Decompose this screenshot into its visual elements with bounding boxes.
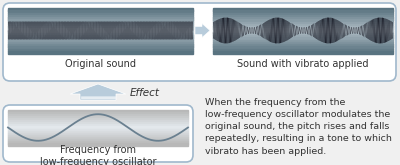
Bar bbox=[8, 26, 193, 29]
Bar bbox=[8, 44, 193, 47]
Bar bbox=[8, 118, 188, 120]
Bar bbox=[213, 24, 393, 27]
Bar bbox=[8, 131, 188, 134]
Bar bbox=[8, 143, 188, 146]
Text: Sound with vibrato applied: Sound with vibrato applied bbox=[237, 59, 369, 69]
Bar bbox=[8, 35, 193, 38]
Bar bbox=[8, 110, 188, 112]
Bar bbox=[213, 31, 393, 33]
Polygon shape bbox=[70, 84, 126, 100]
Polygon shape bbox=[195, 23, 210, 37]
Bar bbox=[8, 46, 193, 49]
Bar bbox=[8, 122, 188, 124]
Bar bbox=[8, 51, 193, 53]
FancyBboxPatch shape bbox=[3, 3, 396, 81]
Bar bbox=[8, 28, 193, 31]
Bar bbox=[8, 31, 193, 33]
Bar bbox=[8, 112, 188, 114]
Bar bbox=[8, 10, 193, 13]
Bar bbox=[213, 33, 393, 35]
Bar bbox=[8, 141, 188, 144]
Text: When the frequency from the
low-frequency oscillator modulates the
original soun: When the frequency from the low-frequenc… bbox=[205, 98, 392, 156]
Bar bbox=[213, 8, 393, 11]
Bar bbox=[8, 139, 188, 142]
Bar bbox=[213, 15, 393, 17]
Bar bbox=[8, 130, 188, 132]
Bar bbox=[213, 49, 393, 51]
Bar bbox=[8, 15, 193, 17]
Bar bbox=[213, 21, 393, 24]
Bar bbox=[8, 37, 193, 40]
Bar bbox=[8, 49, 193, 51]
Text: Original sound: Original sound bbox=[65, 59, 136, 69]
Bar bbox=[213, 13, 393, 15]
Bar bbox=[213, 35, 393, 38]
Bar bbox=[8, 39, 193, 42]
FancyBboxPatch shape bbox=[3, 105, 193, 162]
Bar bbox=[8, 124, 188, 126]
Bar bbox=[213, 51, 393, 53]
Text: Effect: Effect bbox=[130, 88, 160, 98]
Bar bbox=[213, 17, 393, 20]
Bar bbox=[213, 19, 393, 22]
Bar bbox=[8, 17, 193, 20]
Bar bbox=[213, 37, 393, 40]
Bar bbox=[213, 26, 393, 29]
Bar bbox=[8, 21, 193, 24]
Bar bbox=[8, 126, 188, 128]
Bar bbox=[8, 24, 193, 27]
Bar bbox=[8, 120, 188, 122]
Bar bbox=[8, 8, 193, 11]
Bar bbox=[213, 39, 393, 42]
Bar bbox=[8, 42, 193, 45]
Bar bbox=[213, 10, 393, 13]
Bar bbox=[213, 46, 393, 49]
Bar bbox=[213, 44, 393, 47]
Bar bbox=[213, 28, 393, 31]
Bar bbox=[8, 19, 193, 22]
Bar bbox=[8, 133, 188, 136]
Bar bbox=[213, 42, 393, 45]
Bar bbox=[8, 114, 188, 116]
Bar bbox=[8, 33, 193, 35]
Text: Frequency from
low-frequency oscillator: Frequency from low-frequency oscillator bbox=[40, 145, 156, 165]
Bar bbox=[8, 135, 188, 138]
Bar bbox=[8, 13, 193, 15]
Bar bbox=[8, 137, 188, 140]
Bar bbox=[8, 116, 188, 118]
Bar bbox=[8, 128, 188, 130]
